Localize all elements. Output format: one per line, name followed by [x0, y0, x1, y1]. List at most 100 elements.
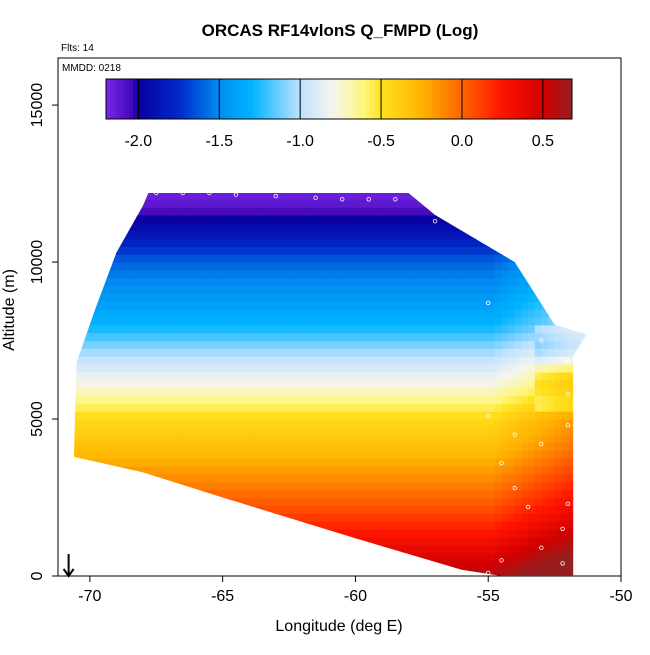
heatmap-cell — [541, 387, 549, 396]
heatmap-cell — [202, 544, 210, 553]
heatmap-cell — [335, 497, 343, 506]
colorbar-cell — [552, 79, 557, 119]
heatmap-cell — [63, 505, 70, 513]
heatmap-cell — [481, 544, 489, 553]
heatmap-cell — [554, 269, 562, 279]
heatmap-cell — [229, 301, 237, 310]
heatmap-cell — [196, 505, 204, 514]
heatmap-cell — [235, 434, 244, 444]
colorbar-cell — [447, 79, 453, 119]
heatmap-cell — [222, 293, 230, 302]
colorbar-cell — [175, 79, 181, 119]
heatmap-cell — [408, 356, 416, 365]
heatmap-cell — [182, 254, 190, 263]
heatmap-cell — [249, 332, 257, 342]
heatmap-cell — [76, 301, 84, 310]
heatmap-cell — [441, 466, 449, 475]
heatmap-cell — [269, 277, 277, 287]
heatmap-cell — [348, 552, 356, 561]
heatmap-cell — [116, 269, 124, 279]
heatmap-cell — [521, 332, 529, 342]
heatmap-cell — [176, 497, 184, 506]
heatmap-cell — [282, 528, 290, 538]
heatmap-cell — [116, 489, 124, 499]
heatmap-cell — [501, 207, 509, 216]
heatmap-cell — [143, 309, 151, 318]
heatmap-cell — [435, 262, 443, 271]
heatmap-cell — [362, 552, 370, 561]
heatmap-cell — [342, 340, 350, 349]
heatmap-cell — [282, 536, 290, 546]
heatmap-cell — [295, 426, 303, 436]
heatmap-cell — [63, 411, 70, 419]
heatmap-cell — [83, 285, 91, 294]
heatmap-cell — [541, 285, 549, 294]
heatmap-cell — [508, 317, 516, 326]
heatmap-cell — [269, 215, 277, 224]
heatmap-cell — [83, 395, 91, 404]
heatmap-cell — [169, 411, 177, 420]
heatmap-cell — [73, 379, 78, 389]
heatmap-cell — [169, 277, 177, 287]
heatmap-cell — [149, 262, 157, 271]
heatmap-cell — [448, 340, 456, 349]
heatmap-cell — [375, 364, 383, 373]
heatmap-cell — [129, 332, 137, 342]
heatmap-cell — [441, 552, 449, 561]
heatmap-cell — [501, 238, 509, 247]
heatmap-cell — [508, 552, 516, 561]
heatmap-cell — [415, 293, 423, 302]
heatmap-cell — [315, 489, 323, 499]
heatmap-cell — [76, 254, 84, 263]
heatmap-cell — [162, 269, 171, 279]
heatmap-cell — [83, 450, 91, 459]
heatmap-cell — [143, 403, 151, 412]
heatmap-cell — [189, 387, 197, 396]
heatmap-cell — [468, 481, 476, 491]
heatmap-cell — [474, 458, 483, 467]
heatmap-cell — [481, 364, 489, 373]
heatmap-cell — [182, 513, 190, 522]
heatmap-cell — [169, 481, 177, 491]
heatmap-cell — [574, 458, 582, 467]
heatmap-cell — [103, 262, 111, 271]
heatmap-cell — [534, 269, 542, 279]
heatmap-cell — [488, 458, 496, 467]
heatmap-cell — [581, 387, 587, 396]
heatmap-cell — [494, 348, 503, 357]
heatmap-cell — [441, 426, 449, 436]
heatmap-cell — [249, 379, 257, 389]
heatmap-cell — [83, 262, 91, 271]
heatmap-cell — [448, 277, 456, 287]
heatmap-cell — [554, 230, 562, 240]
heatmap-cell — [83, 246, 91, 255]
heatmap-cell — [554, 317, 562, 326]
heatmap-cell — [561, 481, 569, 491]
heatmap-cell — [103, 254, 111, 263]
heatmap-cell — [435, 450, 443, 459]
heatmap-cell — [488, 364, 496, 373]
heatmap-cell — [428, 513, 436, 522]
heatmap-cell — [182, 489, 190, 499]
heatmap-cell — [242, 489, 250, 499]
heatmap-cell — [588, 545, 595, 553]
heatmap-cell — [521, 434, 529, 444]
heatmap-cell — [461, 230, 469, 240]
heatmap-cell — [382, 193, 390, 200]
heatmap-cell — [461, 332, 469, 342]
colorbar-cell — [451, 79, 456, 119]
heatmap-cell — [448, 332, 456, 342]
heatmap-cell — [103, 222, 111, 232]
heatmap-cell — [123, 222, 131, 232]
heatmap-cell — [508, 348, 516, 357]
heatmap-cell — [328, 238, 337, 247]
heatmap-cell — [275, 458, 283, 467]
heatmap-cell — [355, 254, 363, 263]
heatmap-cell — [302, 230, 310, 240]
heatmap-cell — [534, 309, 542, 318]
heatmap-cell — [368, 269, 376, 279]
heatmap-cell — [581, 474, 587, 483]
heatmap-cell — [73, 199, 78, 208]
heatmap-cell — [481, 230, 489, 240]
heatmap-cell — [76, 528, 84, 538]
